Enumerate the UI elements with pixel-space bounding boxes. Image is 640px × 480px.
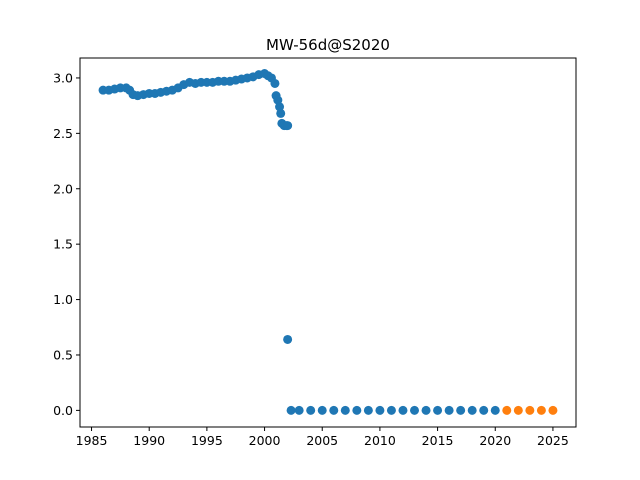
data-point <box>275 102 285 112</box>
data-point <box>410 405 420 415</box>
data-point <box>479 405 489 415</box>
data-point <box>375 405 385 415</box>
y-tick-label: 1.0 <box>53 292 73 307</box>
y-tick-label: 2.0 <box>53 181 73 196</box>
x-tick-label: 2020 <box>479 433 511 448</box>
data-point <box>306 405 316 415</box>
plot-frame <box>79 57 577 428</box>
data-point <box>536 405 546 415</box>
x-tick-label: 1995 <box>191 433 223 448</box>
y-axis: 0.0 0.5 1.0 1.5 2.0 2.5 3.0 <box>53 70 80 418</box>
data-point <box>444 405 454 415</box>
y-tick-label: 3.0 <box>53 70 73 85</box>
x-tick-label: 2015 <box>422 433 454 448</box>
x-tick-label: 2005 <box>306 433 338 448</box>
x-tick-label: 2010 <box>364 433 396 448</box>
chart-title: MW-56d@S2020 <box>266 36 390 54</box>
x-tick-label: 1990 <box>133 433 165 448</box>
data-point <box>352 405 362 415</box>
x-tick-label: 2025 <box>537 433 569 448</box>
data-point <box>276 108 286 118</box>
y-tick-label: 1.5 <box>53 237 73 252</box>
y-tick-label: 0.0 <box>53 403 73 418</box>
data-point <box>270 78 280 88</box>
data-point <box>548 405 558 415</box>
data-point <box>386 405 396 415</box>
data-point <box>283 334 293 344</box>
data-point <box>286 405 296 415</box>
x-axis: 1985 1990 1995 2000 2005 2010 2015 2020 2025 <box>76 427 569 448</box>
data-point <box>329 405 339 415</box>
data-point <box>294 405 304 415</box>
x-tick-label: 1985 <box>76 433 108 448</box>
data-point <box>340 405 350 415</box>
data-point <box>525 405 535 415</box>
data-point <box>433 405 443 415</box>
data-point <box>456 405 466 415</box>
data-point <box>317 405 327 415</box>
chart-marks <box>98 69 558 415</box>
data-point <box>513 405 523 415</box>
y-tick-label: 2.5 <box>53 126 73 141</box>
data-point <box>502 405 512 415</box>
data-point <box>421 405 431 415</box>
y-tick-label: 0.5 <box>53 347 73 362</box>
x-tick-label: 2000 <box>249 433 281 448</box>
data-point <box>467 405 477 415</box>
data-point <box>283 121 293 131</box>
data-point <box>398 405 408 415</box>
data-point <box>363 405 373 415</box>
data-point <box>490 405 500 415</box>
